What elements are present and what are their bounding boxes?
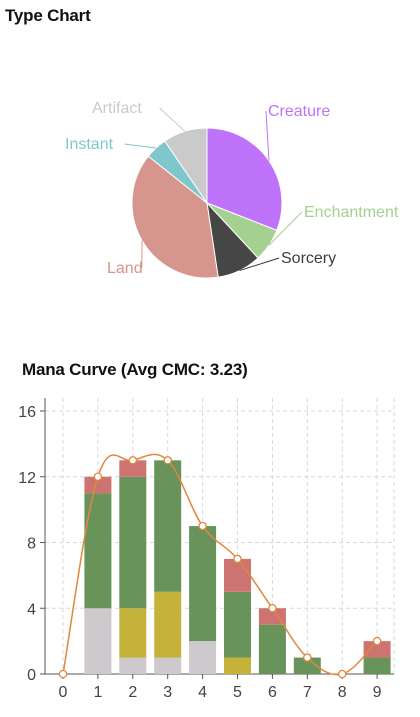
pie-slice-creature — [206, 127, 283, 232]
x-tick-label: 4 — [198, 684, 207, 701]
bar-segment-red — [119, 460, 147, 477]
curve-point — [198, 521, 207, 531]
mana-curve-title: Mana Curve (Avg CMC: 3.23) — [22, 360, 248, 379]
bar-segment-green — [224, 591, 251, 658]
curve-point — [163, 456, 172, 465]
pie-label-instant: Instant — [65, 136, 114, 153]
curve-point — [337, 669, 347, 679]
pie-label-sorcery: Sorcery — [281, 250, 336, 267]
bar-segment-red — [258, 608, 286, 625]
x-tick-label: 2 — [128, 684, 137, 701]
pie-leader-creature — [265, 110, 270, 161]
bar-segment-red — [84, 476, 112, 494]
bar-segment-gray — [119, 657, 147, 674]
curve-point — [372, 636, 382, 646]
bar-segment-gray — [154, 657, 182, 674]
y-tick-label: 12 — [18, 470, 36, 487]
bar-segment-green — [189, 526, 217, 642]
x-tick-label: 5 — [233, 684, 242, 701]
type-pie-chart: Creature Enchantment Sorcery Land Instant Art… — [65, 100, 399, 279]
x-tick-label: 0 — [59, 684, 68, 701]
bar-segment-gray — [84, 608, 112, 674]
x-tick-label: 8 — [338, 684, 347, 701]
type-chart-title: Type Chart — [5, 6, 91, 25]
bar-segment-green — [293, 657, 321, 674]
pie-slice-land — [131, 155, 219, 279]
y-tick-label: 16 — [18, 404, 36, 421]
pie-label-creature: Creature — [268, 103, 330, 120]
x-tick-label: 1 — [93, 684, 102, 701]
bar-segment-red — [224, 558, 251, 592]
bar-segment-green — [154, 460, 182, 592]
pie-leader-sorcery — [239, 257, 280, 272]
curve-point — [128, 456, 138, 465]
bar-segment-green — [363, 657, 391, 674]
pie-label-enchantment: Enchantment — [304, 204, 399, 221]
y-tick-label: 4 — [27, 601, 36, 618]
curve-point — [233, 554, 242, 564]
x-tick-label: 9 — [373, 684, 382, 701]
bar-segment-yellow — [119, 608, 147, 658]
pie-label-land: Land — [107, 260, 143, 277]
y-tick-label: 0 — [27, 667, 36, 684]
curve-point — [303, 653, 312, 662]
pie-label-artifact: Artifact — [92, 100, 142, 117]
bar-segment-green — [258, 624, 286, 674]
curve-point — [93, 472, 103, 481]
bar-segment-yellow — [154, 591, 182, 658]
bar-segment-red — [363, 641, 391, 658]
x-tick-label: 3 — [163, 684, 172, 701]
y-tick-label: 8 — [27, 536, 36, 553]
bar-segment-yellow — [224, 657, 251, 674]
pie-slice-artifact — [164, 127, 208, 205]
bar-segment-green — [84, 493, 112, 609]
curve-point — [268, 604, 277, 613]
bar-segment-green — [119, 476, 147, 609]
x-tick-label: 7 — [303, 684, 312, 701]
pie-leader-artifact — [159, 107, 186, 132]
x-tick-label: 6 — [268, 684, 277, 701]
bar-segment-gray — [189, 641, 217, 674]
pie-leader-enchantment — [268, 211, 303, 246]
curve-point — [58, 669, 68, 679]
pie-leader-instant — [124, 143, 157, 149]
